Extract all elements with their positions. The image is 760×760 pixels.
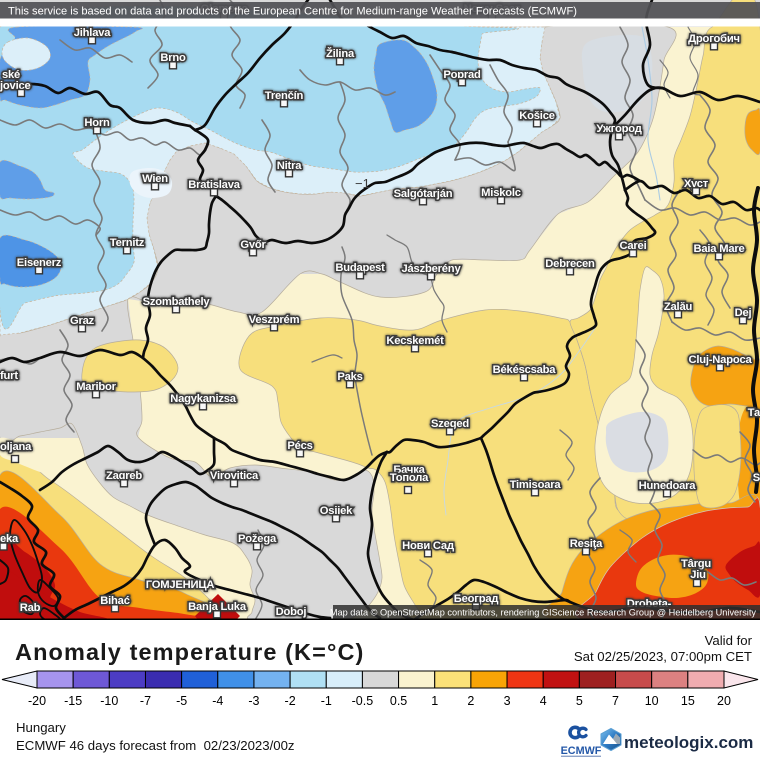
svg-text:Poprad: Poprad [443,69,481,81]
svg-text:Miskolc: Miskolc [481,187,521,199]
svg-text:Eisenerz: Eisenerz [17,257,62,269]
svg-text:Győr: Győr [240,239,266,251]
svg-text:Békéscsaba: Békéscsaba [493,364,557,376]
svg-text:Debrecen: Debrecen [545,258,595,270]
svg-text:-3: -3 [248,694,259,708]
svg-text:Map data © OpenStreetMap contr: Map data © OpenStreetMap contributors, r… [330,608,757,618]
svg-text:Reşiţa: Reşiţa [570,538,603,550]
svg-text:1: 1 [431,694,438,708]
svg-text:Baia Mare: Baia Mare [693,243,744,255]
svg-text:jovice: jovice [0,80,31,92]
svg-text:-5: -5 [176,694,187,708]
svg-text:Wien: Wien [142,173,168,185]
svg-text:10: 10 [645,694,659,708]
svg-text:-4: -4 [212,694,223,708]
svg-text:Београд: Београд [454,593,499,605]
svg-text:ECMWF: ECMWF [561,745,602,757]
svg-text:ské: ské [2,69,20,81]
svg-text:Та: Та [748,407,760,419]
svg-text:Zalău: Zalău [664,301,693,313]
svg-text:7: 7 [612,694,619,708]
svg-text:Carei: Carei [620,240,647,252]
svg-text:Brno: Brno [160,52,186,64]
svg-text:Salgótarján: Salgótarján [394,188,453,200]
svg-text:meteologix.com: meteologix.com [624,733,753,752]
svg-text:Dej: Dej [735,307,752,319]
svg-text:Košice: Košice [519,110,555,122]
svg-text:Szeged: Szeged [431,418,469,430]
svg-text:Banja Luka: Banja Luka [188,601,247,613]
svg-text:Nitra: Nitra [277,160,302,172]
svg-text:Jiu: Jiu [690,569,706,581]
svg-text:3: 3 [504,694,511,708]
svg-text:Ternitz: Ternitz [110,237,145,249]
svg-text:Maribor: Maribor [76,381,116,393]
svg-text:-2: -2 [285,694,296,708]
svg-text:Rab: Rab [20,602,41,614]
svg-text:-15: -15 [64,694,82,708]
svg-text:Požega: Požega [238,533,277,545]
svg-text:-10: -10 [100,694,118,708]
svg-text:-20: -20 [28,694,46,708]
svg-text:4: 4 [540,694,547,708]
svg-text:ГОМЈЕНИЦА: ГОМЈЕНИЦА [146,579,215,591]
svg-text:Hunedoara: Hunedoara [639,480,697,492]
svg-text:Szombathely: Szombathely [143,296,211,308]
svg-text:Хуст: Хуст [684,178,709,190]
svg-text:Virovitica: Virovitica [210,470,259,482]
svg-text:furt: furt [0,370,18,382]
svg-text:Veszprém: Veszprém [249,314,300,326]
svg-text:Graz: Graz [70,315,95,327]
svg-text:Cluj-Napoca: Cluj-Napoca [688,354,752,366]
svg-text:oljana: oljana [0,441,32,453]
svg-text:15: 15 [681,694,695,708]
svg-text:This service is based on data: This service is based on data and produc… [8,6,577,18]
svg-text:Нови Сад: Нови Сад [402,540,454,552]
svg-text:Osijek: Osijek [320,505,353,517]
svg-text:-1: -1 [321,694,332,708]
svg-text:-7: -7 [140,694,151,708]
svg-text:Horn: Horn [84,117,110,129]
svg-text:Bihać: Bihać [100,595,129,607]
svg-text:Târgu: Târgu [681,558,711,570]
svg-text:Timişoara: Timişoara [510,479,562,491]
svg-text:S: S [753,472,760,484]
svg-text:Paks: Paks [337,371,362,383]
svg-text:2: 2 [467,694,474,708]
svg-text:Žilina: Žilina [326,47,355,60]
svg-text:Pécs: Pécs [287,440,312,452]
svg-text:Jászberény: Jászberény [402,263,462,275]
svg-text:Doboj: Doboj [276,606,307,618]
svg-text:5: 5 [576,694,583,708]
svg-text:Budapest: Budapest [335,262,385,274]
svg-text:20: 20 [717,694,731,708]
svg-text:0.5: 0.5 [390,694,407,708]
svg-text:Zagreb: Zagreb [106,470,142,482]
svg-text:Nagykanizsa: Nagykanizsa [170,393,237,405]
svg-text:−1: −1 [355,176,370,191]
svg-text:Jihlava: Jihlava [74,27,112,39]
svg-text:Бачка: Бачка [393,464,425,476]
svg-text:-0.5: -0.5 [352,694,374,708]
svg-text:Топола: Топола [390,472,429,484]
svg-text:Trenčín: Trenčín [265,90,304,102]
svg-text:Дрогобич: Дрогобич [688,33,740,45]
svg-text:Kecskemét: Kecskemét [386,335,444,347]
svg-text:Bratislava: Bratislava [188,179,240,191]
svg-text:Ужгород: Ужгород [596,123,641,135]
